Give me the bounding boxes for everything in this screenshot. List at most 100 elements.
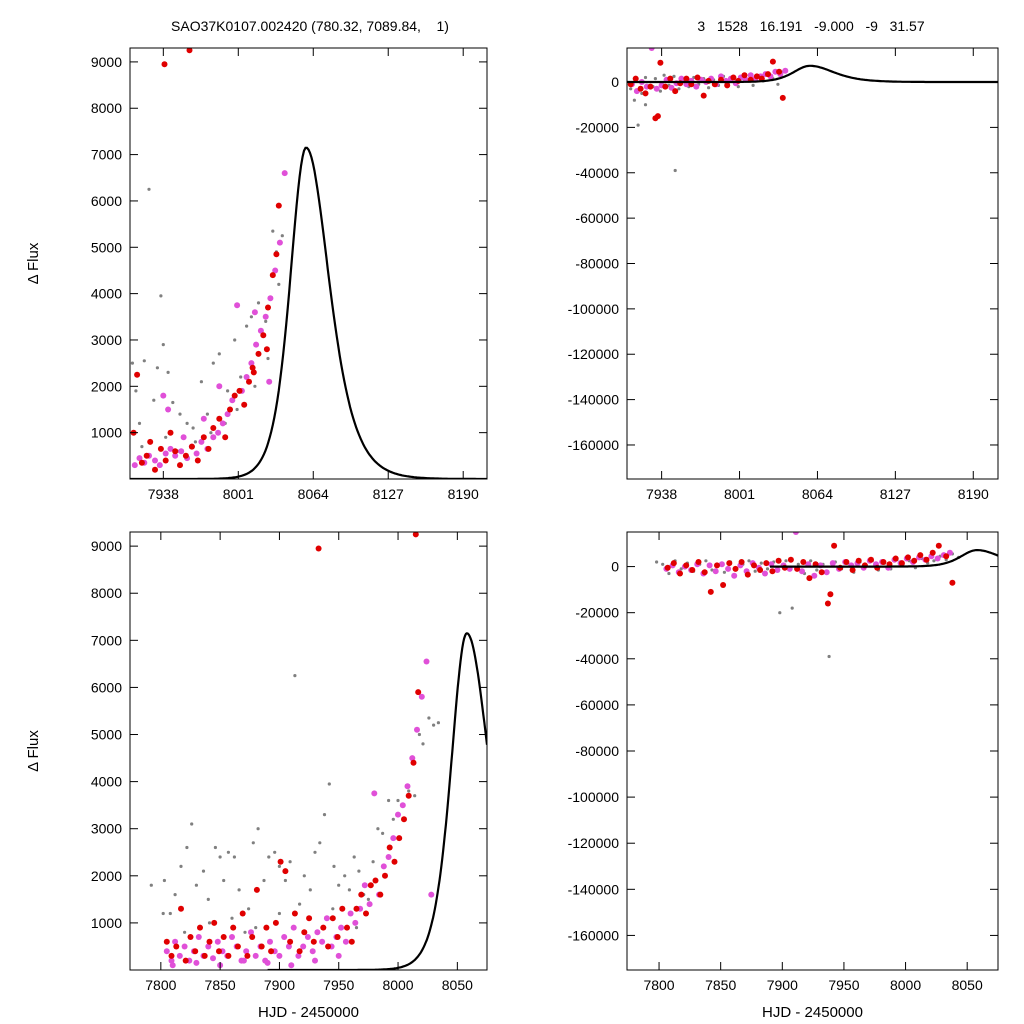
- x-tick-label: 8064: [298, 486, 329, 502]
- x-axis-label: HJD - 2450000: [762, 1004, 863, 1021]
- data-point-red: [382, 872, 388, 879]
- data-point-gray: [178, 412, 182, 416]
- data-point-gray: [753, 569, 757, 573]
- data-point-gray: [302, 874, 306, 878]
- y-tick-label: 4000: [91, 286, 122, 302]
- data-point-gray: [357, 869, 361, 873]
- data-point-gray: [233, 338, 237, 342]
- y-tick-label: -140000: [568, 392, 620, 408]
- data-point-red: [192, 948, 199, 955]
- data-point-magenta: [252, 952, 259, 959]
- y-tick-label: 6000: [91, 193, 122, 209]
- data-point-red: [291, 910, 298, 917]
- data-point-red: [372, 877, 379, 884]
- data-point-magenta: [193, 959, 200, 966]
- data-point-red: [216, 948, 222, 955]
- data-point-red: [683, 75, 690, 82]
- data-point-gray: [722, 570, 727, 574]
- data-point-gray: [230, 916, 234, 920]
- data-point-gray: [237, 888, 241, 892]
- data-point-red: [396, 835, 403, 842]
- data-point-gray: [308, 888, 312, 892]
- data-point-red: [769, 58, 776, 65]
- data-point-red: [187, 934, 194, 940]
- data-point-magenta: [706, 562, 713, 569]
- data-point-red: [386, 844, 393, 851]
- data-point-gray: [245, 324, 249, 328]
- data-point-red: [161, 61, 168, 68]
- data-point-magenta: [409, 755, 416, 762]
- data-point-gray: [206, 897, 210, 902]
- data-point-red: [657, 59, 664, 66]
- data-point-red: [868, 556, 874, 563]
- data-points: [627, 48, 789, 173]
- data-point-magenta: [176, 952, 183, 959]
- data-point-magenta: [178, 448, 185, 455]
- data-point-gray: [790, 606, 794, 610]
- data-point-magenta: [240, 957, 247, 964]
- data-point-magenta: [168, 957, 175, 964]
- data-point-gray: [736, 85, 740, 89]
- data-point-red: [707, 588, 714, 595]
- data-point-magenta: [224, 411, 231, 418]
- data-point-gray: [381, 831, 385, 836]
- data-point-red: [892, 555, 899, 562]
- data-point-magenta: [648, 48, 655, 51]
- data-point-magenta: [361, 882, 368, 889]
- y-tick-label: 8000: [91, 585, 122, 601]
- data-point-gray: [256, 301, 261, 305]
- data-point-magenta: [782, 67, 789, 74]
- y-tick-label: 8000: [91, 100, 122, 116]
- data-point-magenta: [731, 572, 738, 579]
- data-point-magenta: [366, 901, 373, 908]
- data-point-red: [763, 560, 770, 567]
- data-point-gray: [251, 841, 255, 845]
- data-point-magenta: [304, 934, 311, 940]
- data-point-magenta: [285, 943, 292, 950]
- data-point-magenta: [314, 929, 321, 936]
- data-point-red: [188, 443, 195, 450]
- data-point-red: [695, 559, 702, 565]
- data-point-red: [412, 532, 419, 538]
- data-point-red: [779, 94, 786, 101]
- data-point-gray: [193, 440, 197, 444]
- x-tick-label: 7938: [148, 486, 179, 502]
- data-point-gray: [417, 732, 421, 737]
- data-point-magenta: [243, 948, 250, 955]
- data-point-red: [689, 567, 696, 573]
- data-point-red: [367, 882, 374, 889]
- data-point-red: [231, 392, 238, 399]
- data-point-gray: [137, 421, 142, 425]
- data-point-red: [730, 74, 737, 81]
- y-tick-label: -160000: [568, 437, 620, 453]
- y-tick-label: -100000: [568, 301, 620, 317]
- data-point-red: [410, 759, 417, 766]
- y-tick-label: 5000: [91, 727, 122, 743]
- data-point-gray: [277, 911, 281, 916]
- data-point-red: [249, 934, 256, 940]
- data-point-magenta: [312, 957, 318, 964]
- y-tick-label: -120000: [568, 835, 620, 851]
- data-point-red: [700, 92, 707, 99]
- data-point-red: [662, 83, 669, 90]
- data-point-red: [265, 304, 271, 311]
- data-point-gray: [209, 431, 213, 435]
- data-point-magenta: [136, 455, 143, 462]
- data-point-gray: [273, 850, 277, 854]
- data-point-magenta: [172, 452, 179, 459]
- data-point-magenta: [152, 457, 158, 464]
- y-axis-label: Δ Flux: [25, 242, 42, 284]
- data-point-magenta: [253, 341, 260, 348]
- data-point-gray: [747, 559, 751, 563]
- data-point-magenta: [216, 383, 223, 390]
- data-point-magenta: [428, 891, 435, 898]
- data-point-gray: [673, 168, 677, 173]
- data-point-magenta: [653, 85, 660, 92]
- data-point-red: [163, 938, 170, 945]
- data-point-gray: [201, 869, 206, 873]
- data-point-red: [178, 905, 184, 912]
- y-tick-label: -60000: [575, 210, 619, 226]
- panel-top-right: 7938 8001 8064 8127 8190 0 -20000 -40000 -60000 -…: [568, 47, 999, 502]
- data-point-red: [775, 557, 782, 564]
- data-point-magenta: [390, 835, 397, 842]
